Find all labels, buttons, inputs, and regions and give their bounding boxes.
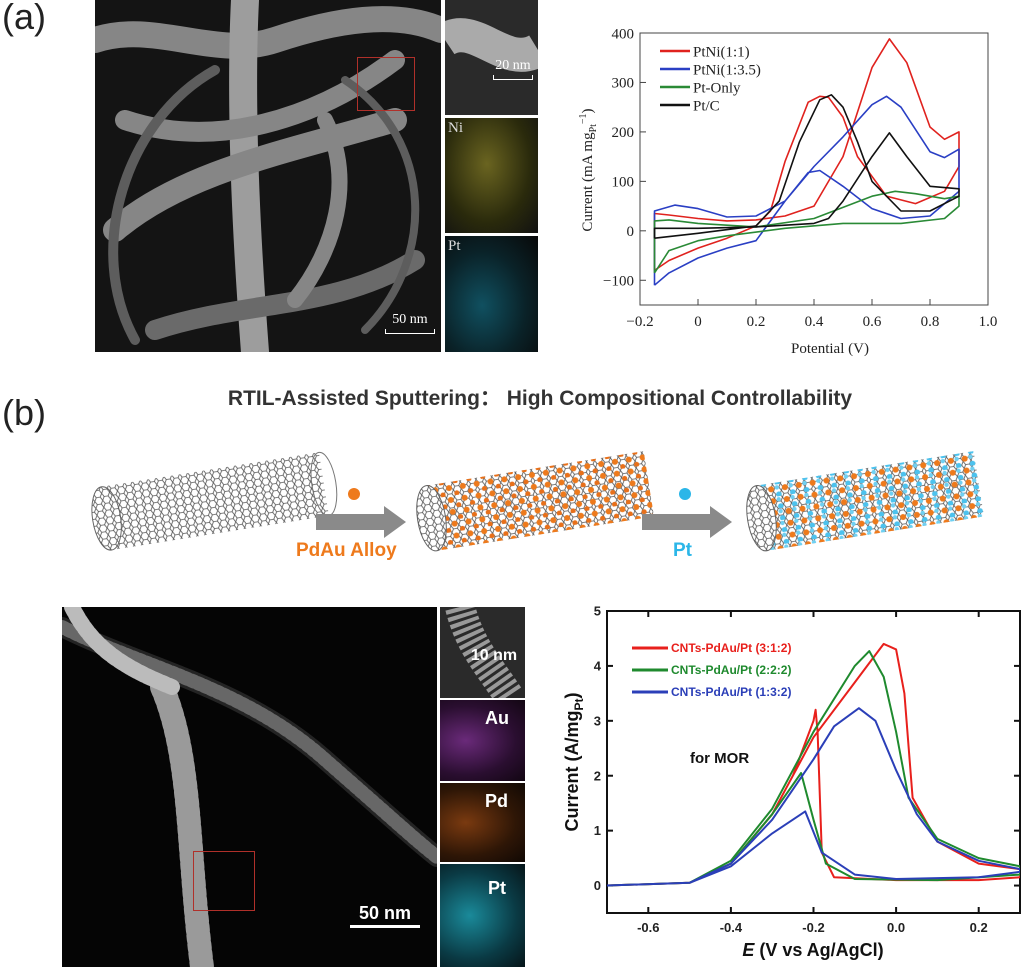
au-label: Au — [485, 708, 509, 728]
inset-pt-map: Pt — [445, 236, 538, 352]
scale-label: 50 nm — [392, 312, 428, 327]
x-tick-label: 0.2 — [747, 314, 766, 330]
series-line-2 — [607, 707, 1020, 887]
y-tick-label: 100 — [612, 175, 635, 191]
y-axis-label: Current (mA mgPt−1) — [578, 108, 599, 231]
series-line-3 — [653, 94, 960, 239]
bare-nanotube — [91, 451, 338, 551]
annotation: for MOR — [690, 750, 749, 767]
series-line-2 — [653, 190, 960, 274]
x-tick-label: -0.4 — [720, 920, 743, 935]
pdau-coated-nanotube — [416, 451, 654, 552]
legend-label: PtNi(1:3.5) — [693, 62, 761, 78]
inset-au-map: Au — [440, 700, 525, 781]
pt-label: Pt — [448, 238, 461, 254]
x-tick-label: 0.8 — [921, 314, 940, 330]
inset-pt-map-b: Pt — [440, 864, 525, 967]
x-tick-label: −0.2 — [626, 314, 653, 330]
legend-label: Pt-Only — [693, 80, 741, 96]
y-tick-label: 5 — [594, 604, 601, 619]
y-tick-label: 3 — [594, 713, 601, 728]
pt-label-b: Pt — [488, 878, 506, 898]
x-tick-label: 0.2 — [970, 920, 988, 935]
cv-chart-a: −0.2 0 0.2 0.4 0.6 0.8 1.0 −100 0 100 200 300 400 PtN… — [578, 26, 998, 357]
x-tick-label: 1.0 — [979, 314, 998, 330]
schematic-title: RTIL-Assisted Sputtering： High Compositi… — [227, 387, 853, 410]
inset-scale-bar: 20 nm — [493, 58, 533, 80]
stem-image-a: 50 nm — [95, 0, 441, 352]
x-tick-label: -0.6 — [637, 920, 659, 935]
x-tick-label: -0.2 — [802, 920, 824, 935]
arrow-icon — [316, 506, 406, 538]
y-tick-label: 300 — [612, 76, 635, 92]
arrow-icon — [642, 506, 732, 538]
y-axis-label: Current (A/mgPt) — [562, 693, 586, 832]
series-line-1 — [607, 650, 1020, 887]
step1-label: PdAu Alloy — [296, 540, 397, 561]
scale-label: 50 nm — [358, 903, 412, 923]
y-tick-label: 400 — [612, 26, 635, 42]
y-tick-label: 0 — [594, 878, 601, 893]
series-line-1 — [653, 95, 960, 286]
y-tick-label: 4 — [594, 658, 602, 673]
x-tick-label: 0.6 — [863, 314, 882, 330]
y-tick-label: −100 — [603, 274, 634, 290]
y-tick-label: 1 — [594, 823, 601, 838]
nanowire-network — [95, 0, 441, 352]
legend-label: CNTs-PdAu/Pt (1:3:2) — [671, 685, 791, 699]
legend-label: Pt/C — [693, 98, 720, 114]
pdau-particle-icon — [348, 488, 360, 500]
stem-image-b: 50 nm — [62, 607, 437, 967]
x-axis-label: Potential (V) — [791, 341, 869, 357]
legend-label: CNTs-PdAu/Pt (3:1:2) — [671, 641, 791, 655]
pt-particle-icon — [679, 488, 691, 500]
pd-label: Pd — [485, 791, 509, 811]
inset-ni-map: Ni — [445, 118, 538, 233]
selection-box — [193, 851, 255, 911]
x-tick-label: 0 — [694, 314, 702, 330]
inset-haadf-b: 10 nm — [440, 607, 525, 698]
x-tick-label: 0.4 — [805, 314, 824, 330]
step2-label: Pt — [673, 540, 692, 561]
scale-bar: 50 nm — [350, 903, 420, 928]
x-tick-label: 0.0 — [887, 920, 905, 935]
x-axis-label: E (V vs Ag/AgCl) — [742, 940, 883, 960]
sputtering-schematic — [91, 451, 984, 552]
plot-frame — [606, 610, 1021, 914]
selection-box — [357, 57, 415, 111]
cv-chart-b: -0.6 -0.4 -0.2 0.0 0.2 0 1 2 3 4 5 CNTs-PdAu/Pt (3:… — [562, 604, 1021, 960]
nanotube-image — [62, 607, 437, 967]
scale-bar: 50 nm — [385, 312, 435, 334]
panel-label-a: (a) — [2, 0, 46, 37]
y-tick-label: 0 — [627, 224, 635, 240]
y-tick-label: 200 — [612, 125, 635, 141]
legend-label: CNTs-PdAu/Pt (2:2:2) — [671, 663, 791, 677]
inset-scale-label: 10 nm — [470, 647, 518, 664]
inset-scale-bar: 10 nm — [466, 647, 522, 665]
panel-label-b: (b) — [2, 392, 46, 433]
legend-label: PtNi(1:1) — [693, 44, 750, 60]
inset-scale-label: 20 nm — [495, 58, 531, 73]
inset-pd-map: Pd — [440, 783, 525, 862]
pt-coated-nanotube — [746, 451, 984, 552]
y-tick-label: 2 — [594, 768, 601, 783]
inset-haadf: 20 nm — [445, 0, 538, 115]
ni-label: Ni — [448, 120, 463, 136]
